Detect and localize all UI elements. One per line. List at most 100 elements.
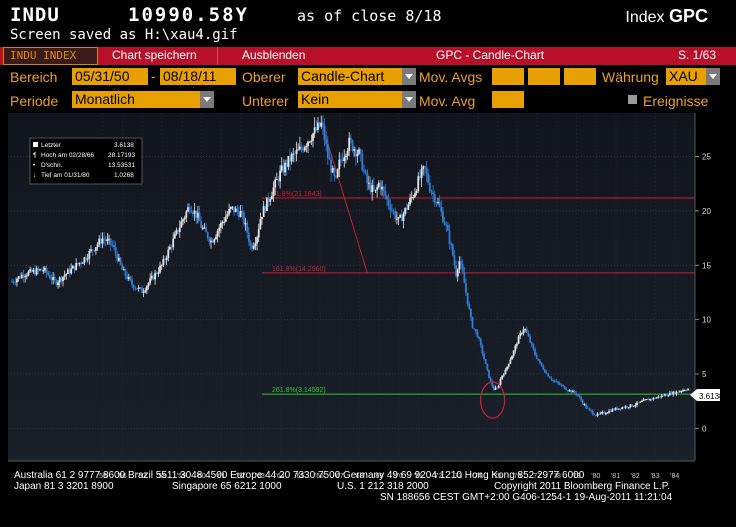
candle-body — [575, 392, 578, 395]
candle-body — [167, 249, 170, 259]
x-tick-label: '76 — [512, 473, 521, 480]
candle-body — [451, 244, 454, 256]
candle-body — [427, 173, 430, 183]
candle-body — [259, 219, 262, 230]
legend-avg-value: 13.53531 — [108, 162, 135, 169]
candle-body — [86, 258, 89, 260]
candle-body — [196, 212, 199, 218]
candle-body — [412, 196, 415, 198]
candle-body — [37, 268, 40, 271]
currency-select[interactable]: XAU — [666, 68, 706, 85]
candle-body — [292, 153, 295, 155]
candle-body — [377, 182, 380, 188]
candle-body — [404, 208, 407, 214]
candle-body — [524, 329, 527, 331]
candle-body — [669, 392, 671, 396]
candle-body — [654, 397, 657, 399]
candle-body — [266, 197, 268, 211]
candle-body — [372, 185, 375, 190]
mov-avg-1-field[interactable] — [492, 68, 524, 85]
mov-avg-3-field[interactable] — [564, 68, 596, 85]
candle-body — [438, 202, 441, 207]
candle-body — [428, 182, 431, 192]
candle-body — [593, 414, 596, 416]
period-label: Periode — [10, 93, 59, 109]
x-tick-label: '63 — [256, 473, 265, 480]
candle-body — [257, 229, 260, 238]
candle-body — [471, 317, 474, 329]
upper-chart-type-dropdown-icon[interactable] — [402, 68, 416, 85]
candle-body — [55, 280, 58, 285]
start-date-field[interactable]: 05/31/50 — [72, 68, 148, 85]
security-button[interactable]: INDU INDEX — [3, 47, 98, 65]
legend-low-marker-icon: ↓ — [33, 172, 36, 179]
period-dropdown-icon[interactable] — [200, 91, 214, 108]
candle-body — [437, 202, 439, 204]
candle-body — [529, 336, 532, 343]
mov-avg-2-field[interactable] — [528, 68, 560, 85]
legend-high-marker-icon: ¶ — [33, 152, 37, 159]
candle-body — [200, 221, 203, 229]
last-value-tag: 3.6138 — [690, 389, 724, 401]
candle-body — [547, 373, 550, 377]
candle-body — [129, 276, 132, 280]
period-select[interactable]: Monatlich — [72, 91, 200, 108]
candle-body — [655, 397, 658, 399]
candle-body — [659, 396, 661, 398]
candle-body — [685, 390, 688, 392]
candle-body — [175, 229, 178, 234]
candle-body — [397, 217, 400, 219]
candle-body — [67, 269, 69, 274]
candle-body — [639, 401, 642, 403]
lower-chart-dropdown-icon[interactable] — [402, 91, 416, 108]
candle-body — [473, 328, 476, 330]
candle-chart[interactable]: 61.8%(21.1843) 161.8%(14.2960) 261.8%(3.14… — [0, 113, 736, 489]
x-tick-label: '55 — [98, 473, 107, 480]
lower-chart-select[interactable]: Kein — [298, 91, 402, 108]
lower-label: Unterer — [242, 93, 289, 109]
events-label: Ereignisse — [643, 93, 709, 109]
candle-body — [75, 263, 78, 270]
candle-body — [509, 359, 512, 364]
candle-body — [318, 122, 321, 127]
hide-button[interactable]: Ausblenden — [242, 48, 306, 62]
candle-body — [446, 225, 449, 231]
candle-body — [155, 272, 158, 274]
candle-body — [560, 384, 563, 386]
candle-body — [53, 276, 56, 281]
candle-body — [108, 238, 110, 240]
upper-chart-type-select[interactable]: Candle-Chart — [298, 68, 402, 85]
ticker-symbol: INDU — [10, 4, 60, 26]
candle-body — [279, 170, 282, 182]
x-axis: '55 '56 '57 '58 '59 '60 '61 '62 '63 '64 '65 '66 '67 '… — [8, 460, 695, 480]
candle-body — [366, 172, 369, 184]
candle-body — [160, 265, 163, 267]
candle-body — [629, 404, 632, 408]
candle-body — [440, 206, 443, 212]
save-chart-button[interactable]: Chart speichern — [106, 47, 218, 65]
x-tick-label: '83 — [650, 473, 659, 480]
candle-body — [356, 153, 359, 157]
candle-body — [369, 182, 372, 193]
candle-body — [678, 391, 681, 393]
events-checkbox[interactable] — [628, 95, 637, 104]
candle-body — [317, 122, 319, 131]
candle-body — [76, 263, 79, 265]
candle-body — [497, 385, 500, 388]
x-tick-label: '75 — [493, 473, 502, 480]
candle-body — [206, 232, 209, 239]
candle-body — [63, 275, 66, 277]
candle-body — [83, 257, 86, 263]
candle-body — [71, 265, 74, 269]
candle-body — [591, 411, 594, 415]
candle-body — [650, 398, 653, 400]
end-date-field[interactable]: 08/18/11 — [160, 68, 236, 85]
candle-body — [246, 222, 249, 233]
candle-body — [341, 159, 344, 162]
candle-body — [285, 162, 288, 167]
candle-body — [409, 198, 411, 205]
currency-dropdown-icon[interactable] — [706, 68, 720, 85]
lower-mov-avg-field[interactable] — [492, 91, 524, 108]
candle-body — [88, 251, 91, 259]
candle-body — [313, 127, 316, 134]
